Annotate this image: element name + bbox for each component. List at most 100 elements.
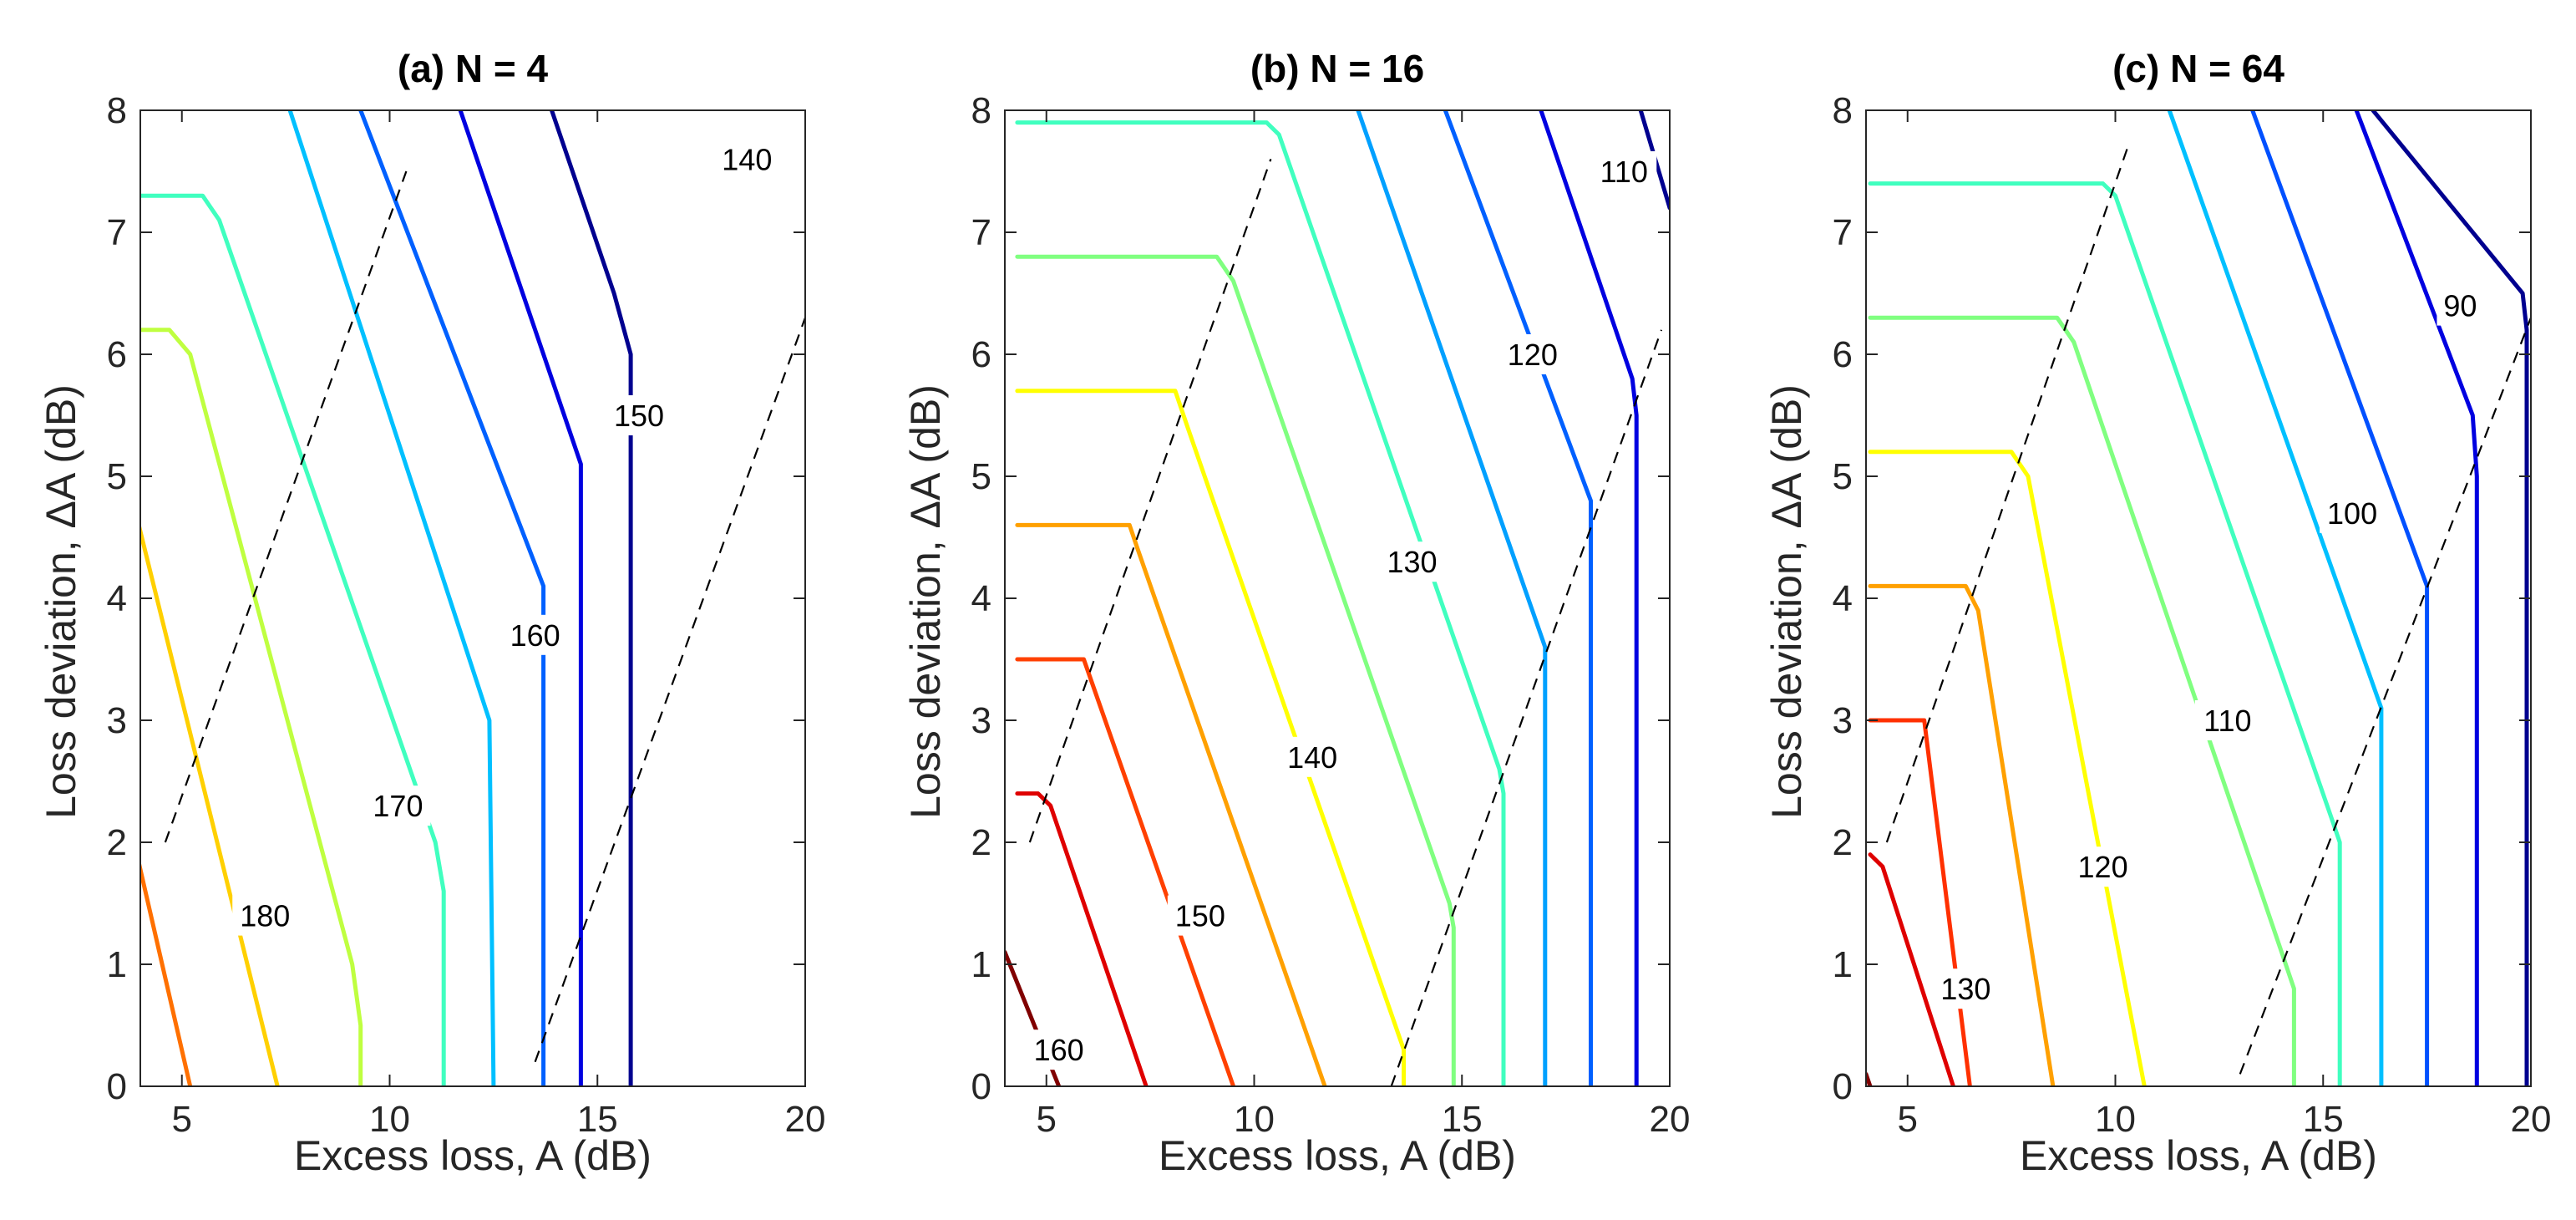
y-tick-label: 6 — [971, 334, 991, 375]
contour-label-100: 100 — [2320, 492, 2386, 533]
contour-line-150 — [1868, 450, 2147, 1086]
y-tick-label: 5 — [1833, 456, 1853, 497]
panel-c-axes-box — [1865, 109, 2532, 1087]
contour-line-210 — [140, 860, 193, 1086]
contour-label-text: 150 — [1175, 899, 1225, 933]
contour-label-text: 110 — [2203, 704, 2251, 738]
contour-line-170 — [1015, 389, 1407, 1086]
y-tick-label: 1 — [1833, 944, 1853, 985]
y-tick-label: 4 — [971, 578, 991, 619]
contour-label-text: 140 — [722, 142, 772, 176]
contour-label-text: 150 — [614, 399, 664, 433]
contour-label-150: 150 — [1167, 895, 1233, 936]
contour-label-text: 90 — [2443, 289, 2477, 323]
contour-line-160 — [358, 110, 546, 1086]
y-tick-label: 3 — [971, 700, 991, 741]
contour-label-text: 180 — [240, 899, 290, 933]
y-tick-label: 3 — [107, 700, 127, 741]
contour-label-text: 100 — [2327, 496, 2377, 531]
contour-label-160: 160 — [1026, 1029, 1092, 1070]
contour-label-text: 110 — [1600, 155, 1648, 189]
contour-line-150 — [458, 110, 583, 1086]
y-tick-label: 4 — [107, 578, 127, 619]
y-tick-label: 0 — [971, 1066, 991, 1107]
panel-a-title: (a) N = 4 — [398, 47, 549, 90]
contour-line-170 — [1868, 718, 1972, 1086]
contour-line-100 — [2354, 110, 2479, 1086]
x-tick-label: 5 — [1898, 1099, 1918, 1140]
contour-label-text: 130 — [1940, 972, 1990, 1006]
contour-label-text: 130 — [1387, 545, 1438, 579]
contour-line-150 — [1015, 120, 1506, 1086]
panel-b-title: (b) N = 16 — [1250, 47, 1424, 90]
y-tick-label: 2 — [971, 822, 991, 863]
panel-b-contours: 110 120 130 140 150 160 — [1005, 110, 1670, 1086]
x-tick-label: 20 — [2511, 1099, 2552, 1140]
panel-b: (b) N = 16 110 120 130 140 150 160 5 10 15 20 0 1 2 3… — [902, 47, 1690, 1179]
x-tick-label: 5 — [172, 1099, 192, 1140]
contour-label-170: 170 — [365, 785, 431, 826]
y-tick-label: 6 — [107, 334, 127, 375]
y-tick-label: 5 — [107, 456, 127, 497]
x-tick-label: 15 — [2303, 1099, 2344, 1140]
panel-c-contours: 90 100 110 120 130 — [1866, 110, 2531, 1086]
x-tick-label: 10 — [1234, 1099, 1275, 1140]
x-tick-label: 20 — [785, 1099, 826, 1140]
panel-a-contours: 140 150 160 170 180 — [0, 110, 805, 1086]
contour-label-text: 140 — [1287, 740, 1337, 775]
panel-a-plot-area: 140 150 160 170 180 5 10 15 20 0 1 2 3 4 5 6 7 8 — [0, 90, 826, 1140]
contour-line-130 — [1868, 181, 2342, 1086]
panel-b-plot-area: 110 120 130 140 150 160 5 10 15 20 0 1 2 3 4 5 6 7 8 — [971, 90, 1691, 1140]
contour-label-150: 150 — [606, 395, 672, 435]
x-tick-label: 20 — [1650, 1099, 1691, 1140]
contour-label-text: 120 — [2078, 850, 2128, 884]
contour-label-text: 170 — [373, 789, 423, 823]
contour-label-140: 140 — [1280, 736, 1346, 777]
contour-label-140: 140 — [714, 139, 780, 180]
contour-label-180: 180 — [232, 895, 298, 936]
panel-c: (c) N = 64 90 100 110 120 130 5 10 15 20 0 1 2 3 4 5 6 7… — [1763, 47, 2551, 1179]
contour-line-140 — [1356, 110, 1548, 1086]
contour-label-160: 160 — [502, 614, 568, 655]
x-tick-label: 5 — [1037, 1099, 1057, 1140]
contour-line-120 — [1539, 110, 1639, 1086]
y-tick-label: 3 — [1833, 700, 1853, 741]
y-tick-label: 7 — [971, 212, 991, 253]
y-tick-label: 8 — [1833, 90, 1853, 131]
contour-line-140 — [1868, 315, 2296, 1086]
contour-line-200 — [140, 522, 280, 1086]
contour-line-90 — [2371, 110, 2529, 1086]
y-tick-label: 7 — [1833, 212, 1853, 253]
panel-a: (a) N = 4 140 150 160 170 180 5 10 15 20 0 1 2 3 4 5 6 7… — [0, 47, 826, 1179]
contour-label-text: 120 — [1508, 338, 1558, 372]
y-tick-label: 0 — [1833, 1066, 1853, 1107]
contour-line-160 — [1868, 583, 2056, 1086]
contour-line-190 — [1015, 657, 1236, 1086]
panel-b-y-axis-label: Loss deviation, ΔA (dB) — [902, 384, 949, 819]
y-tick-label: 6 — [1833, 334, 1853, 375]
y-tick-label: 4 — [1833, 578, 1853, 619]
y-tick-label: 2 — [1833, 822, 1853, 863]
panel-a-y-axis-label: Loss deviation, ΔA (dB) — [38, 384, 84, 819]
panel-b-x-axis-label: Excess loss, A (dB) — [1159, 1132, 1516, 1179]
dashed-boundary-line-2 — [534, 317, 805, 1063]
x-tick-label: 10 — [2095, 1099, 2136, 1140]
contour-line-190 — [140, 328, 363, 1086]
contour-label-90: 90 — [2437, 285, 2484, 326]
y-tick-label: 0 — [107, 1066, 127, 1107]
contour-line-140 — [550, 110, 633, 1086]
dashed-boundary-line-1 — [164, 170, 408, 843]
y-tick-label: 5 — [971, 456, 991, 497]
contour-label-110: 110 — [1591, 151, 1657, 191]
y-tick-label: 1 — [107, 944, 127, 985]
y-tick-label: 1 — [971, 944, 991, 985]
dashed-boundary-line-1 — [1028, 159, 1272, 843]
x-tick-label: 10 — [369, 1099, 410, 1140]
contour-line-180 — [140, 193, 446, 1086]
contour-label-text: 160 — [510, 618, 560, 653]
contour-line-180 — [1015, 522, 1327, 1086]
contour-label-text: 160 — [1034, 1033, 1084, 1067]
contour-label-110: 110 — [2194, 700, 2260, 740]
contour-line-230 — [0, 867, 58, 1086]
